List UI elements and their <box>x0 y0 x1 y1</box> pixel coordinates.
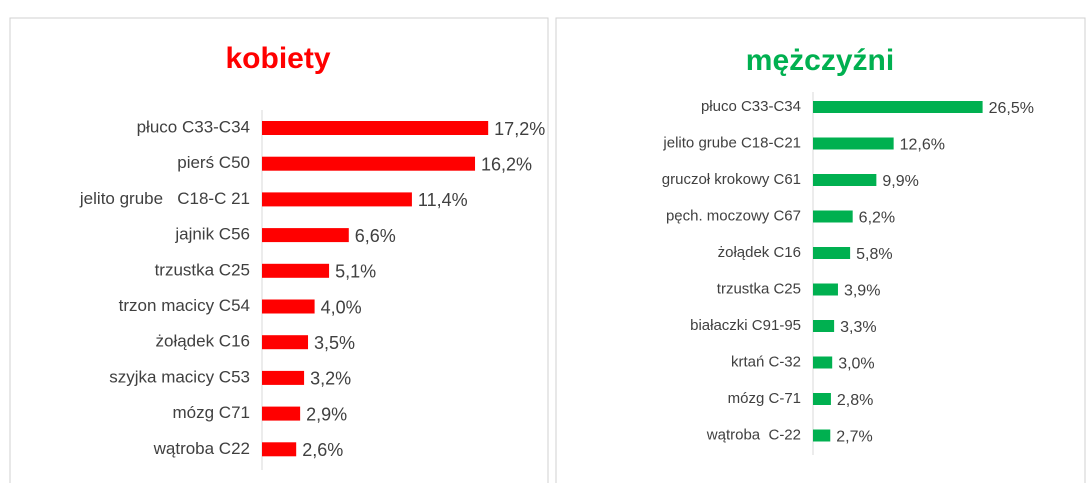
chart-title: mężczyźni <box>746 44 894 77</box>
category-label: wątroba C-22 <box>706 426 801 443</box>
bar <box>813 283 838 296</box>
category-label: żołądek C16 <box>155 332 250 351</box>
category-label: płuco C33-C34 <box>701 98 801 115</box>
value-label: 3,0% <box>838 356 874 373</box>
value-label: 11,4% <box>418 190 468 210</box>
value-label: 6,6% <box>355 226 396 246</box>
chart-title: kobiety <box>225 42 330 75</box>
bar <box>813 210 853 223</box>
value-label: 3,2% <box>310 369 351 389</box>
category-label: krtań C-32 <box>731 353 801 370</box>
bar <box>813 393 831 405</box>
category-label: pęch. moczowy C67 <box>666 207 801 224</box>
value-label: 26,5% <box>989 100 1034 117</box>
category-label: gruczoł krokowy C61 <box>662 171 801 188</box>
bar <box>813 356 833 369</box>
value-label: 3,9% <box>844 283 880 300</box>
panel <box>9 17 549 483</box>
value-label: 5,1% <box>335 262 376 282</box>
bar <box>813 137 894 150</box>
category-label: białaczki C91-95 <box>690 317 801 334</box>
bar <box>813 247 851 259</box>
bar <box>262 156 476 171</box>
value-label: 3,3% <box>840 319 876 336</box>
value-label: 17,2% <box>494 119 545 139</box>
category-label: szyjka macicy C53 <box>109 367 250 386</box>
bar <box>262 121 489 135</box>
category-label: trzon macicy C54 <box>119 296 250 315</box>
category-label: trzustka C25 <box>155 260 250 279</box>
bar <box>813 101 983 113</box>
bar <box>262 263 330 278</box>
category-label: mózg C71 <box>173 403 250 422</box>
value-label: 16,2% <box>481 154 532 174</box>
bar <box>262 192 412 207</box>
category-label: jajnik C56 <box>174 225 250 244</box>
category-label: mózg C-71 <box>728 390 801 407</box>
value-label: 2,9% <box>306 404 347 424</box>
bar <box>262 299 315 314</box>
value-label: 9,9% <box>882 173 918 190</box>
bar <box>262 370 305 385</box>
bar <box>813 429 831 442</box>
bar <box>262 228 349 243</box>
value-label: 3,5% <box>314 333 355 353</box>
value-label: 2,8% <box>837 392 873 409</box>
category-label: żołądek C16 <box>718 244 801 261</box>
value-label: 12,6% <box>900 137 945 154</box>
bar <box>262 406 301 421</box>
bar <box>262 442 297 457</box>
category-label: jelito grube C18-C 21 <box>79 189 250 208</box>
value-label: 2,6% <box>302 440 343 460</box>
category-label: jelito grube C18-C21 <box>662 134 801 151</box>
value-label: 6,2% <box>859 210 895 227</box>
category-label: pierś C50 <box>177 153 250 172</box>
bar <box>813 320 835 332</box>
value-label: 2,7% <box>836 429 872 446</box>
category-label: trzustka C25 <box>717 280 801 297</box>
value-label: 5,8% <box>856 246 892 263</box>
category-label: wątroba C22 <box>153 439 250 458</box>
value-label: 4,0% <box>321 297 362 317</box>
bar <box>813 174 877 186</box>
category-label: płuco C33-C34 <box>137 117 250 136</box>
bar <box>262 335 309 350</box>
